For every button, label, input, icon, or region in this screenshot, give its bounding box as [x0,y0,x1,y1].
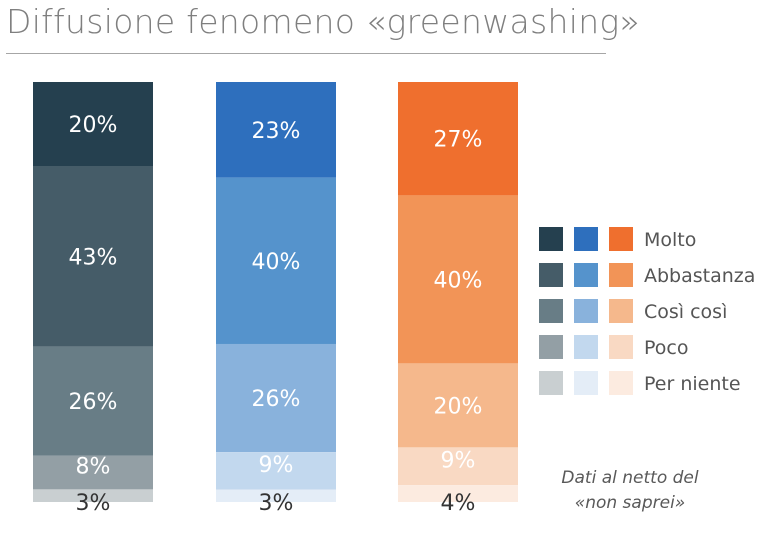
bar-segment [216,177,336,344]
data-label: 9% [259,453,294,478]
legend-swatch [574,227,598,251]
bar-segment [216,82,336,178]
legend-swatch [539,263,563,287]
data-label: 43% [69,245,118,270]
legend-swatch [609,335,633,359]
legend-swatch [539,299,563,323]
bar-segment [33,82,153,166]
data-label: 9% [441,448,476,473]
chart-footnote: Dati al netto del «non saprei» [540,466,720,516]
data-label: 26% [252,387,301,412]
data-label: 3% [76,491,111,516]
data-label: 20% [434,394,483,419]
bar-segment [33,166,153,347]
legend-swatch [609,371,633,395]
footnote-line-1: Dati al netto del [561,468,699,488]
legend-swatch [574,335,598,359]
data-label: 40% [434,268,483,293]
footnote-line-2: «non saprei» [574,493,686,513]
bar-segment [398,195,518,364]
bar-segment [216,489,336,502]
data-label: 26% [69,390,118,415]
legend-swatch [609,227,633,251]
bar-segment [398,363,518,448]
legend-label: Abbastanza [644,265,755,287]
bar-segment [216,452,336,490]
data-label: 20% [69,113,118,138]
bar-segment [33,455,153,490]
legend-swatch [574,299,598,323]
bar-segment [398,447,518,486]
data-label: 27% [434,128,483,153]
bar-segment [216,343,336,453]
legend-label: Molto [644,229,696,251]
data-label: 3% [259,491,294,516]
legend-label: Per niente [644,373,741,395]
legend-swatch [539,227,563,251]
legend-swatch [609,299,633,323]
bar-segment [398,82,518,196]
legend-swatch [539,335,563,359]
bar-segment [33,346,153,456]
data-label: 8% [76,455,111,480]
legend-swatch [539,371,563,395]
bar-segment [398,485,518,502]
data-label: 23% [252,119,301,144]
data-label: 4% [441,491,476,516]
legend-swatch [574,371,598,395]
legend-swatch [574,263,598,287]
data-label: 40% [252,250,301,275]
legend-swatch [609,263,633,287]
legend-label: Poco [644,337,688,359]
chart-title: Diffusione fenomeno «greenwashing» [6,2,641,41]
title-divider [6,53,606,54]
bar-segment [33,489,153,502]
legend-label: Così così [644,301,727,323]
